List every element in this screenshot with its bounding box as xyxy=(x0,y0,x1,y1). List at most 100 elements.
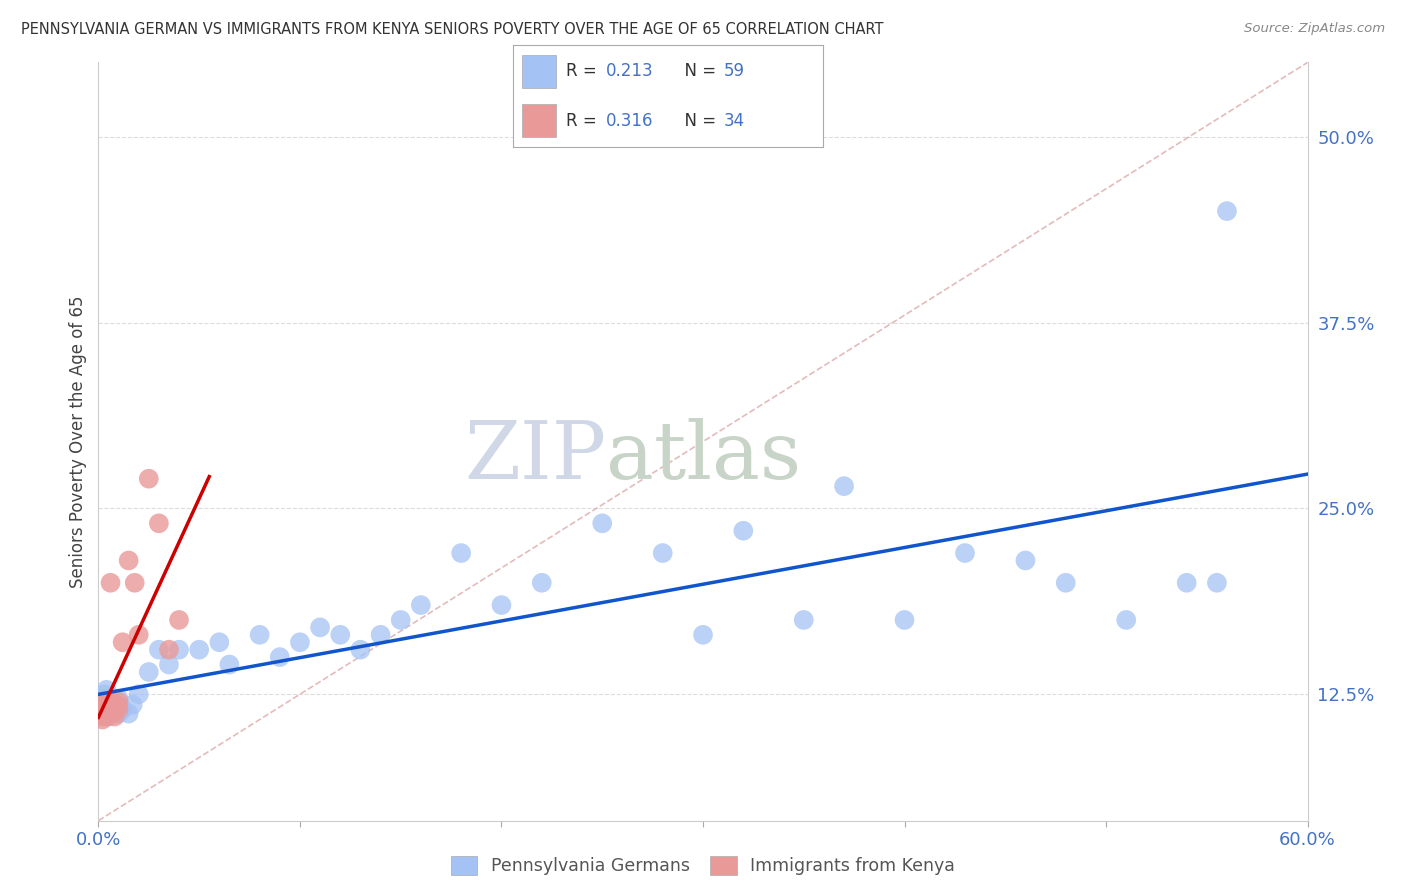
Point xyxy=(97,691,120,706)
Text: 34: 34 xyxy=(724,112,745,129)
Point xyxy=(157,657,180,672)
Point xyxy=(103,702,125,716)
Point xyxy=(389,613,412,627)
Point xyxy=(100,702,122,716)
Point xyxy=(89,706,111,721)
Point xyxy=(118,706,141,721)
Point xyxy=(89,702,111,716)
Point xyxy=(288,635,311,649)
Point xyxy=(89,698,111,712)
Text: ZIP: ZIP xyxy=(464,417,606,496)
Point xyxy=(692,628,714,642)
Point xyxy=(96,702,118,716)
Point xyxy=(370,628,392,642)
Point xyxy=(93,687,115,701)
Point xyxy=(93,698,115,712)
Point xyxy=(105,698,128,712)
Point xyxy=(111,702,134,716)
Point xyxy=(93,702,115,716)
Point xyxy=(409,598,432,612)
Text: 0.316: 0.316 xyxy=(606,112,654,129)
Point xyxy=(100,575,122,590)
Point xyxy=(91,709,114,723)
Text: N =: N = xyxy=(673,62,721,80)
Point xyxy=(118,553,141,567)
Point xyxy=(91,691,114,706)
Point xyxy=(93,706,115,721)
Point xyxy=(97,702,120,716)
Point xyxy=(107,695,129,709)
Point xyxy=(733,524,755,538)
Point xyxy=(89,702,111,716)
Point xyxy=(91,702,114,716)
Point xyxy=(249,628,271,642)
Point xyxy=(89,695,111,709)
FancyBboxPatch shape xyxy=(523,55,557,87)
Point xyxy=(96,695,118,709)
Point xyxy=(1014,553,1036,567)
Point xyxy=(651,546,673,560)
Point xyxy=(148,516,170,531)
Point xyxy=(124,575,146,590)
Point xyxy=(138,472,160,486)
Point xyxy=(96,709,118,723)
Point xyxy=(167,642,190,657)
Point xyxy=(100,695,122,709)
Point xyxy=(128,687,150,701)
Text: PENNSYLVANIA GERMAN VS IMMIGRANTS FROM KENYA SENIORS POVERTY OVER THE AGE OF 65 : PENNSYLVANIA GERMAN VS IMMIGRANTS FROM K… xyxy=(21,22,883,37)
Point xyxy=(329,628,352,642)
Point xyxy=(101,706,124,721)
Point xyxy=(1054,575,1077,590)
Point xyxy=(349,642,371,657)
Point xyxy=(101,702,124,716)
Point xyxy=(157,642,180,657)
Point xyxy=(893,613,915,627)
Point xyxy=(105,702,128,716)
Point xyxy=(309,620,332,634)
Point xyxy=(218,657,240,672)
Point xyxy=(96,682,118,697)
Point xyxy=(138,665,160,679)
Point xyxy=(1216,204,1239,219)
Point xyxy=(101,698,124,712)
Point xyxy=(97,698,120,712)
Point xyxy=(793,613,815,627)
Point xyxy=(450,546,472,560)
Point xyxy=(91,713,114,727)
Point xyxy=(103,698,125,712)
Point xyxy=(1206,575,1229,590)
Point xyxy=(1175,575,1198,590)
Point xyxy=(93,702,115,716)
Point xyxy=(101,702,124,716)
Point xyxy=(100,695,122,709)
Point xyxy=(91,706,114,721)
Legend: Pennsylvania Germans, Immigrants from Kenya: Pennsylvania Germans, Immigrants from Ke… xyxy=(441,847,965,884)
Point xyxy=(103,709,125,723)
Point xyxy=(832,479,855,493)
Text: N =: N = xyxy=(673,112,721,129)
FancyBboxPatch shape xyxy=(523,104,557,137)
Point xyxy=(107,702,129,716)
Point xyxy=(96,706,118,721)
Text: atlas: atlas xyxy=(606,417,801,496)
Point xyxy=(97,709,120,723)
Point xyxy=(1115,613,1137,627)
Text: R =: R = xyxy=(565,112,602,129)
Point xyxy=(148,642,170,657)
Point xyxy=(96,695,118,709)
Point xyxy=(269,650,291,665)
Point xyxy=(208,635,231,649)
Point xyxy=(107,706,129,721)
Point xyxy=(89,695,111,709)
Point xyxy=(91,698,114,712)
Text: R =: R = xyxy=(565,62,602,80)
Point xyxy=(530,575,553,590)
Point xyxy=(491,598,513,612)
Point xyxy=(953,546,976,560)
Text: 0.213: 0.213 xyxy=(606,62,654,80)
Point xyxy=(188,642,211,657)
Point xyxy=(128,628,150,642)
Point xyxy=(93,698,115,712)
Point xyxy=(591,516,613,531)
Text: 59: 59 xyxy=(724,62,745,80)
